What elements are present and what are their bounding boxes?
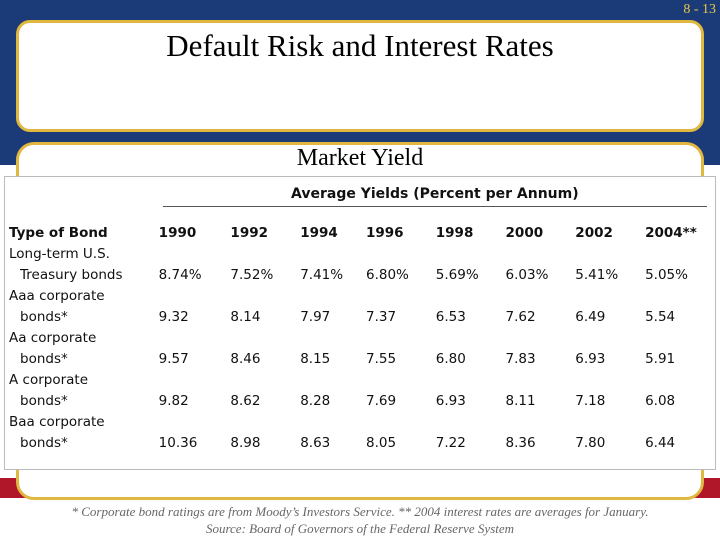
table-row: bonds* 9.82 8.62 8.28 7.69 6.93 8.11 7.18 6.08 <box>5 388 715 409</box>
yield-value: 6.93 <box>575 351 606 367</box>
bond-type-label-continued: bonds* <box>20 393 68 409</box>
yield-value: 9.32 <box>158 309 189 325</box>
yield-value: 6.44 <box>645 435 676 451</box>
yield-value: 8.11 <box>505 393 536 409</box>
yield-value: 8.14 <box>230 309 261 325</box>
table-row: Treasury bonds 8.74% 7.52% 7.41% 6.80% 5.69% 6… <box>5 262 715 283</box>
yield-value: 7.97 <box>300 309 331 325</box>
yield-value: 6.53 <box>435 309 466 325</box>
yield-value: 5.69% <box>435 267 479 283</box>
slide-title: Default Risk and Interest Rates <box>166 28 554 63</box>
row-spacer <box>155 283 715 304</box>
table-row: bonds* 9.32 8.14 7.97 7.37 6.53 7.62 6.49 5.54 <box>5 304 715 325</box>
footnote-source: Source: Board of Governors of the Federa… <box>205 521 515 536</box>
bond-type-label: Aa corporate <box>9 330 97 346</box>
yield-value: 6.49 <box>575 309 606 325</box>
bond-type-label-continued: Treasury bonds <box>20 267 123 283</box>
yield-value: 8.36 <box>505 435 536 451</box>
yield-value: 5.54 <box>645 309 676 325</box>
yield-value: 8.63 <box>300 435 331 451</box>
yield-value: 7.62 <box>505 309 536 325</box>
yield-table-container: Average Yields (Percent per Annum) Type … <box>4 176 716 470</box>
row-spacer <box>155 325 715 346</box>
yield-value: 5.05% <box>645 267 688 283</box>
super-header: Average Yields (Percent per Annum) <box>155 177 715 207</box>
bond-type-label: Aaa corporate <box>9 288 105 304</box>
yield-value: 5.41% <box>575 267 619 283</box>
bond-type-label: A corporate <box>9 372 89 388</box>
yield-value: 7.80 <box>575 435 606 451</box>
header-spacer <box>5 177 155 207</box>
yield-value: 7.69 <box>366 393 397 409</box>
yield-value: 8.05 <box>366 435 397 451</box>
yield-value: 8.62 <box>230 393 261 409</box>
yield-value: 5.91 <box>645 351 676 367</box>
type-header: Type of Bond <box>9 225 108 241</box>
table-row: Long-term U.S. <box>5 241 715 262</box>
year-header: 1992 <box>230 225 268 241</box>
year-header: 1994 <box>300 225 338 241</box>
yield-value: 8.46 <box>230 351 261 367</box>
yield-value: 8.28 <box>300 393 331 409</box>
yield-value: 7.41% <box>300 267 344 283</box>
bond-type-label: Baa corporate <box>9 414 105 430</box>
year-header: 1990 <box>158 225 197 241</box>
title-panel <box>16 20 704 132</box>
footnote: * Corporate bond ratings are from Moody’… <box>0 503 720 537</box>
yield-value: 9.57 <box>158 351 189 367</box>
super-header-label: Average Yields (Percent per Annum) <box>162 186 707 207</box>
year-header: 2000 <box>505 225 544 241</box>
yield-value: 6.80% <box>366 267 409 283</box>
table-row: A corporate <box>5 367 715 388</box>
year-header: 2004** <box>645 225 697 241</box>
yield-value: 9.82 <box>158 393 189 409</box>
row-spacer <box>155 409 715 430</box>
yield-value: 7.22 <box>435 435 466 451</box>
yield-value: 8.74% <box>158 267 202 283</box>
yield-value: 8.98 <box>230 435 261 451</box>
row-spacer <box>155 367 715 388</box>
yield-value: 7.18 <box>575 393 606 409</box>
slide-subtitle: Market Yield <box>296 145 424 171</box>
table-row: bonds* 10.36 8.98 8.63 8.05 7.22 8.36 7.80 6.44 <box>5 430 715 451</box>
bond-type-label-continued: bonds* <box>20 351 68 367</box>
footnote-line-1: * Corporate bond ratings are from Moody’… <box>71 504 649 519</box>
slide-number: 8 - 13 <box>683 2 716 17</box>
bond-type-label-continued: bonds* <box>20 435 68 451</box>
yield-value: 8.15 <box>300 351 331 367</box>
table-row: bonds* 9.57 8.46 8.15 7.55 6.80 7.83 6.93 5.91 <box>5 346 715 367</box>
yield-value: 6.80 <box>435 351 466 367</box>
yield-value: 6.08 <box>645 393 676 409</box>
yield-table: Average Yields (Percent per Annum) Type … <box>5 177 715 451</box>
yield-value: 10.36 <box>158 435 198 451</box>
table-row: Aaa corporate <box>5 283 715 304</box>
year-header: 1996 <box>366 225 404 241</box>
bond-type-label: Long-term U.S. <box>9 246 110 262</box>
yield-value: 7.52% <box>230 267 274 283</box>
yield-value: 6.93 <box>435 393 466 409</box>
yield-value: 7.55 <box>366 351 397 367</box>
table-row: Aa corporate <box>5 325 715 346</box>
table-row: Baa corporate <box>5 409 715 430</box>
yield-value: 7.83 <box>505 351 536 367</box>
bond-type-label-continued: bonds* <box>20 309 68 325</box>
year-header: 2002 <box>575 225 613 241</box>
yield-value: 7.37 <box>366 309 397 325</box>
year-header: 1998 <box>435 225 474 241</box>
row-spacer <box>155 241 715 262</box>
yield-value: 6.03% <box>505 267 549 283</box>
